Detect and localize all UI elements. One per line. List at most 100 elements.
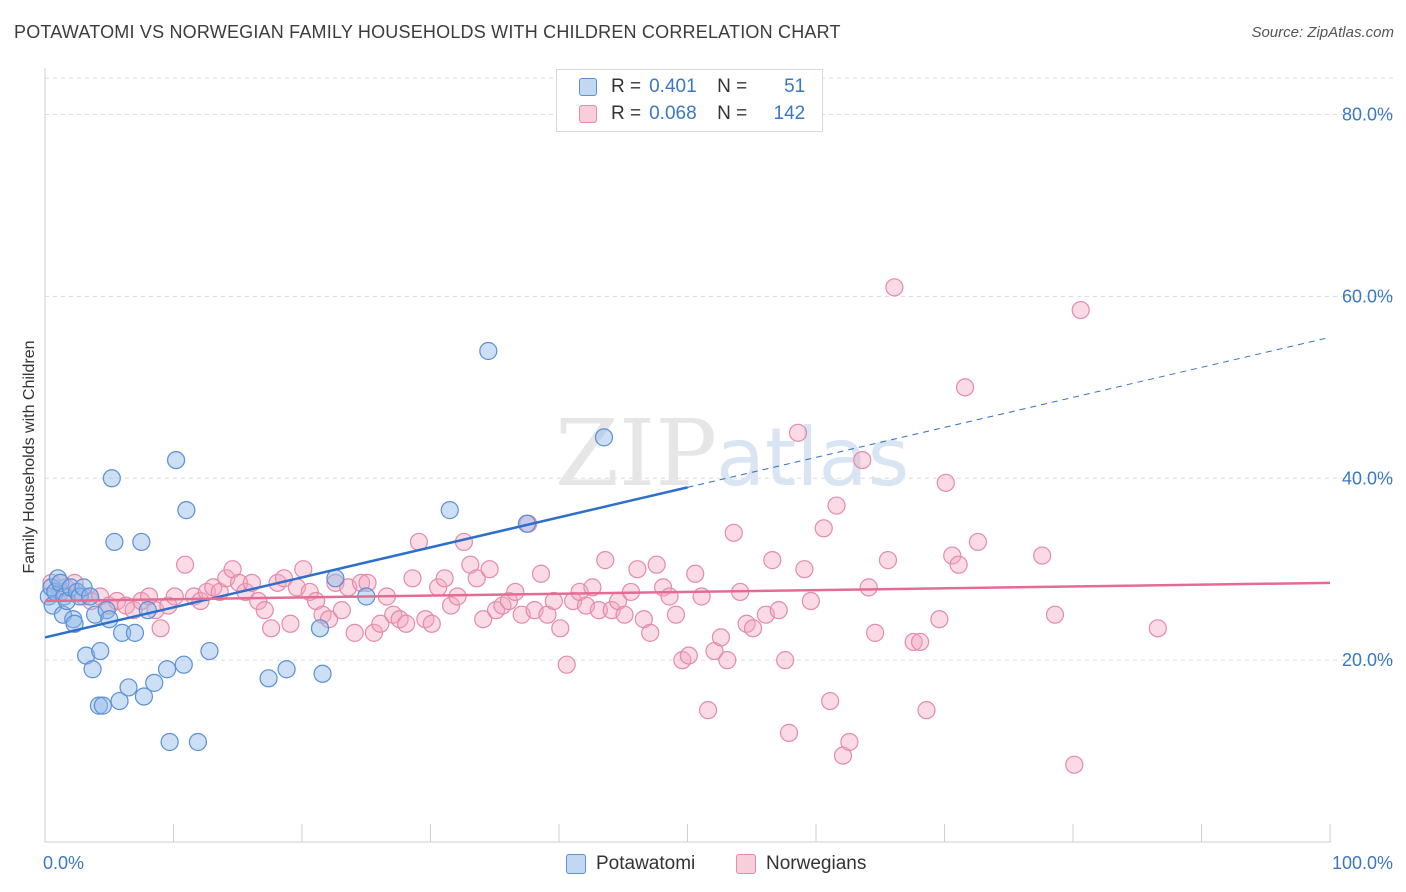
trend-lines — [44, 336, 1331, 639]
norwegians-point — [422, 614, 441, 633]
bottom-legend-label: Potawatomi — [596, 853, 696, 874]
norwegians-point — [930, 610, 949, 629]
y-tick-label: 60.0% — [1342, 286, 1393, 306]
potawatomi-point — [440, 501, 459, 520]
chart-source: Source: ZipAtlas.com — [1251, 24, 1394, 41]
potawatomi-points — [39, 341, 614, 752]
norwegians-point — [776, 651, 795, 670]
legend-row-norwegians: R = 0.068 N = 142 — [579, 102, 805, 126]
tick-labels: 20.0% 40.0% 60.0% 80.0% 0.0% 100.0% — [43, 105, 1393, 873]
norwegians-point — [943, 546, 962, 565]
norwegians-point — [596, 551, 615, 570]
potawatomi-point — [102, 469, 121, 488]
norwegians-point — [358, 573, 377, 592]
norwegians-point — [711, 628, 731, 647]
bottom-legend-potawatomi: Potawatomi — [566, 852, 695, 876]
norwegians-point — [371, 614, 390, 633]
potawatomi-point — [125, 623, 145, 642]
potawatomi-point — [188, 732, 208, 752]
legend-r-label: R = — [611, 103, 642, 124]
norwegians-point — [583, 578, 602, 597]
norwegians-point — [1033, 546, 1052, 565]
potawatomi-point — [83, 660, 102, 679]
norwegians-point — [949, 555, 968, 574]
bottom-legend-swatch-blue — [566, 854, 586, 874]
norwegians-point — [660, 587, 679, 606]
potawatomi-point — [134, 687, 154, 706]
norwegians-point — [467, 569, 486, 588]
norwegians-point — [814, 519, 833, 538]
norwegians-point — [698, 701, 718, 720]
potawatomi-point — [51, 573, 70, 592]
norwegians-point — [840, 732, 859, 752]
norwegians-point — [544, 591, 563, 611]
potawatomi-point — [145, 673, 164, 692]
norwegians-trend-line — [44, 581, 1331, 603]
norwegians-point — [779, 723, 799, 742]
norwegians-point — [1065, 755, 1084, 774]
potawatomi-point — [310, 619, 330, 638]
norwegians-point — [403, 569, 422, 588]
potawatomi-trend-line — [44, 486, 688, 639]
stats-legend: R = 0.401 N = 51 R = 0.068 N = 142 — [556, 69, 823, 132]
potawatomi-point — [177, 501, 196, 520]
norwegians-point — [435, 569, 454, 588]
potawatomi-point — [160, 732, 179, 752]
norwegians-point — [628, 560, 647, 579]
potawatomi-point — [479, 341, 498, 361]
norwegians-point — [853, 450, 872, 470]
norwegians-point — [364, 623, 384, 642]
norwegians-point — [499, 591, 518, 611]
norwegians-point — [262, 619, 281, 638]
norwegians-point — [1045, 605, 1065, 624]
norwegians-point — [615, 605, 634, 624]
bottom-legend-swatch-pink — [736, 854, 756, 874]
norwegians-point — [878, 551, 898, 570]
potawatomi-point — [174, 655, 193, 674]
norwegians-point — [743, 619, 763, 638]
norwegians-point — [175, 555, 195, 574]
x-tick-label: 100.0% — [1332, 853, 1393, 873]
potawatomi-point — [91, 641, 110, 661]
potawatomi-point — [80, 587, 100, 606]
norwegians-point — [724, 523, 743, 542]
norwegians-point — [165, 587, 184, 606]
norwegians-point — [480, 560, 499, 579]
norwegians-point — [441, 596, 461, 615]
norwegians-point — [936, 473, 955, 492]
norwegians-point — [151, 619, 170, 638]
y-tick-label: 40.0% — [1342, 468, 1393, 488]
legend-n-value: 142 — [773, 103, 806, 124]
norwegians-point — [551, 619, 570, 638]
norwegians-point — [866, 623, 885, 642]
potawatomi-point — [313, 664, 332, 683]
norwegians-point — [641, 623, 660, 642]
legend-r-value: 0.068 — [649, 103, 697, 124]
norwegians-point — [968, 532, 988, 552]
norwegians-point — [506, 582, 525, 602]
potawatomi-point — [157, 660, 177, 679]
potawatomi-point — [93, 696, 112, 715]
bottom-legend-norwegians: Norwegians — [736, 852, 866, 876]
watermark-zip: ZIP — [555, 400, 717, 507]
norwegians-point — [917, 701, 936, 720]
legend-row-potawatomi: R = 0.401 N = 51 — [579, 75, 805, 99]
norwegians-point — [1148, 619, 1167, 638]
legend-swatch-blue — [579, 78, 597, 96]
potawatomi-point — [65, 614, 84, 633]
potawatomi-point — [110, 691, 129, 711]
potawatomi-point — [259, 669, 278, 688]
norwegians-point — [859, 578, 878, 597]
legend-swatch-pink — [579, 105, 597, 123]
legend-r-value: 0.401 — [649, 76, 697, 97]
norwegians-point — [769, 601, 788, 620]
y-axis-label: Family Households with Children — [21, 341, 38, 574]
potawatomi-point — [100, 610, 119, 629]
potawatomi-point — [594, 428, 614, 447]
norwegians-point — [718, 651, 737, 670]
norwegians-point — [763, 551, 782, 570]
watermark: ZIP atlas — [555, 400, 909, 507]
y-tick-label: 20.0% — [1342, 650, 1393, 670]
bottom-legend-label: Norwegians — [766, 853, 867, 874]
